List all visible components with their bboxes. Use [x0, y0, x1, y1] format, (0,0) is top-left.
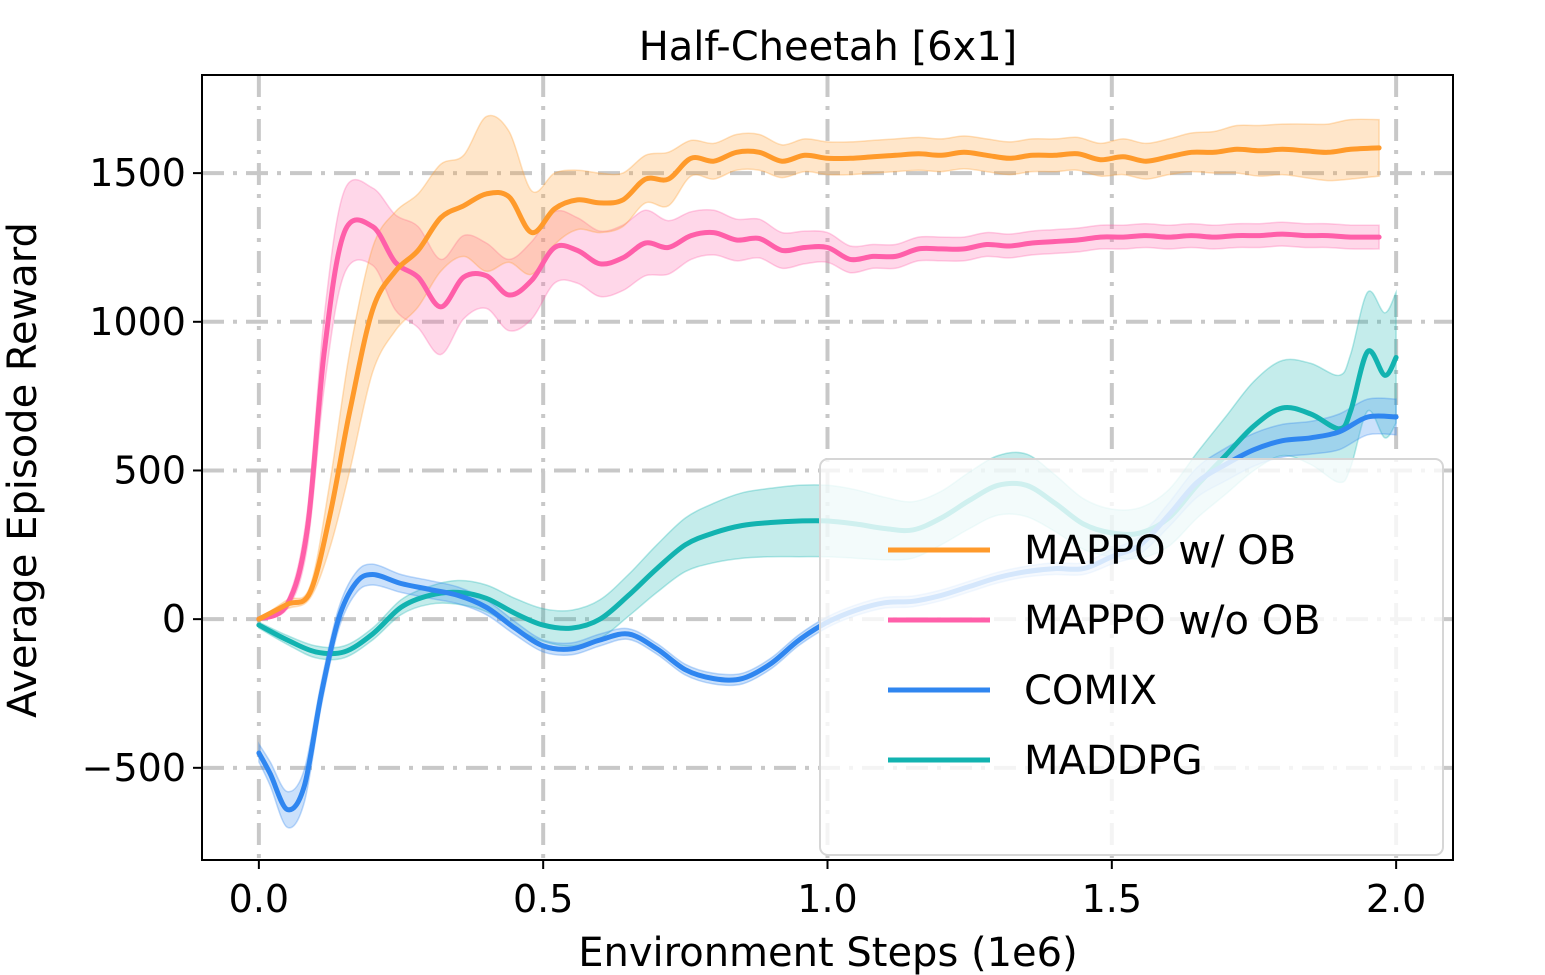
chart-title: Half-Cheetah [6x1] [639, 24, 1018, 70]
legend-label: COMIX [1024, 668, 1157, 714]
x-axis-label: Environment Steps (1e6) [578, 930, 1077, 975]
legend-label: MAPPO w/ OB [1024, 528, 1296, 574]
legend-box [819, 458, 1444, 856]
series-band [258, 114, 1380, 620]
x-tick-label: 2.0 [1366, 877, 1426, 921]
y-tick-label: −500 [82, 746, 186, 790]
y-tick-label: 1000 [89, 300, 186, 344]
y-tick-label: 1500 [89, 151, 186, 195]
series-line [256, 145, 1382, 622]
y-axis-label: Average Episode Reward [0, 222, 46, 718]
x-tick-label: 1.0 [797, 877, 857, 921]
x-tick-label: 1.5 [1082, 877, 1142, 921]
y-tick-label: 0 [162, 597, 186, 641]
legend-label: MAPPO w/o OB [1024, 598, 1321, 644]
legend-label: MADDPG [1024, 738, 1203, 784]
legend: MAPPO w/ OB MAPPO w/o OB COMIX MADDPG [819, 458, 1444, 856]
x-tick-label: 0.5 [513, 877, 573, 921]
x-tick-label: 0.0 [229, 877, 289, 921]
y-tick-label: 500 [113, 448, 186, 492]
series-line [256, 217, 1382, 622]
legend-entries: MAPPO w/ OB MAPPO w/o OB COMIX MADDPG [888, 528, 1321, 784]
axis-ticks: 0.0 0.5 1.0 1.5 2.0 −500 0 500 1000 1500 [82, 151, 1427, 921]
series-band [258, 178, 1380, 620]
